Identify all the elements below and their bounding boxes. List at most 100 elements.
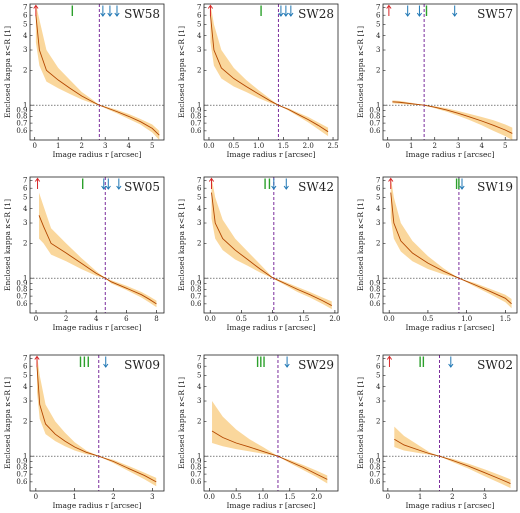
arrow-head (448, 363, 454, 368)
x-axis-label: Image radius r [arcsec] (52, 323, 141, 332)
y-tick-label: 3 (23, 397, 27, 405)
y-tick-label: 0.7 (16, 292, 27, 300)
axes-frame (203, 3, 339, 141)
x-axis-label: Image radius r [arcsec] (52, 501, 141, 510)
y-tick-label: 0.6 (369, 478, 381, 486)
x-tick-label: 0 (32, 142, 36, 150)
x-tick-label: 2.0 (303, 142, 314, 150)
y-tick-label: 0.7 (190, 119, 201, 127)
plot-area (30, 177, 164, 313)
y-axis-label: Enclosed kappa κ<R [1] (356, 377, 365, 469)
panel-title: SW42 (298, 180, 334, 194)
y-tick-label: 7 (197, 355, 201, 363)
y-axis-label: Enclosed kappa κ<R [1] (177, 199, 186, 291)
x-tick-label: 3 (456, 142, 460, 150)
median-line (38, 215, 157, 305)
x-tick-label: 6 (124, 315, 129, 323)
y-tick-label: 0.6 (190, 478, 202, 486)
y-tick-label: 5 (197, 194, 201, 202)
y-tick-label: 3 (23, 46, 27, 54)
x-tick-label: 0 (386, 493, 390, 501)
uncertainty-band (35, 4, 160, 140)
y-tick-label: 5 (376, 372, 380, 380)
blue-arrow-marker (459, 178, 465, 190)
y-tick-label: 1 (23, 274, 27, 282)
y-tick-label: 0.8 (369, 286, 380, 294)
y-tick-label: 0.8 (369, 464, 380, 472)
y-tick-label: 6 (376, 11, 381, 19)
plot-area (383, 4, 517, 140)
panel-title: SW09 (124, 358, 160, 372)
y-tick-label: 2 (376, 240, 380, 248)
panel-sw19: 0.0 0.5 1.0 1.5 0.60.70.80.91 2 3 4 5 67 Image rad… (356, 176, 518, 332)
blue-arrow-marker (452, 5, 458, 17)
x-tick-label: 2 (432, 142, 436, 150)
y-tick-label: 7 (376, 4, 380, 12)
arrow-head (105, 185, 111, 190)
blue-arrow-marker (116, 178, 122, 190)
y-tick-label: 7 (23, 4, 27, 12)
y-tick-label: 5 (376, 194, 380, 202)
x-tick-label: 2.5 (327, 142, 338, 150)
axes-frame (29, 176, 165, 314)
blue-arrow-marker (101, 178, 107, 190)
x-tick-label: 2 (111, 493, 115, 501)
y-tick-label: 0.6 (369, 300, 381, 308)
y-tick-label: 0.8 (16, 286, 27, 294)
uncertainty-band (39, 192, 157, 308)
blue-arrow-marker (271, 178, 277, 190)
y-axis-label: Enclosed kappa κ<R [1] (3, 199, 12, 291)
panel-title: SW28 (298, 7, 334, 21)
y-tick-label: 0.6 (16, 478, 28, 486)
y-tick-label: 3 (197, 397, 201, 405)
panel-title: SW29 (298, 358, 334, 372)
arrow-head (208, 177, 215, 182)
x-tick-label: 1 (72, 493, 76, 501)
uncertainty-band (394, 426, 511, 489)
y-tick-label: 0.8 (190, 286, 201, 294)
arrow-head (278, 12, 284, 17)
x-tick-label: 1.0 (461, 315, 472, 323)
x-tick-label: 1 (418, 493, 422, 501)
blue-arrow-marker (283, 178, 289, 190)
y-tick-label: 6 (376, 184, 381, 192)
arrow-head (101, 185, 107, 190)
y-tick-label: 6 (197, 184, 202, 192)
x-tick-label: 0.0 (205, 315, 216, 323)
blue-arrow-marker (284, 356, 290, 368)
y-tick-label: 2 (376, 67, 380, 75)
arrow-head (114, 12, 120, 17)
median-line (35, 15, 160, 136)
panel-sw28: 0.0 0.5 1.0 1.5 2.0 2.5 0.60.70.80.91 2 3 4 5 67 Ima… (177, 3, 339, 159)
x-tick-label: 0.5 (228, 142, 239, 150)
axes-frame (382, 176, 518, 314)
axes-frame (203, 354, 339, 492)
x-tick-label: 0 (34, 493, 38, 501)
y-tick-label: 0.8 (16, 464, 27, 472)
y-tick-label: 0.6 (16, 127, 28, 135)
y-tick-label: 2 (376, 418, 380, 426)
blue-arrow-marker (288, 5, 294, 17)
x-tick-label: 1.5 (284, 493, 295, 501)
x-tick-label: 4 (480, 142, 485, 150)
blue-arrow-marker (103, 356, 109, 368)
arrow-head (271, 185, 277, 190)
x-tick-label: 3 (103, 142, 107, 150)
y-tick-label: 5 (23, 194, 27, 202)
x-tick-label: 5 (150, 142, 154, 150)
y-tick-label: 6 (23, 11, 28, 19)
y-tick-label: 2 (23, 240, 27, 248)
arrow-head (284, 363, 290, 368)
y-tick-label: 0.9 (190, 280, 201, 288)
y-tick-label: 2 (197, 418, 201, 426)
y-tick-label: 1 (23, 452, 27, 460)
y-tick-label: 2 (23, 418, 27, 426)
arrow-head (283, 185, 289, 190)
arrow-head (386, 355, 393, 360)
red-arrow-marker (388, 177, 394, 189)
arrow-head (459, 185, 465, 190)
y-tick-label: 4 (23, 383, 28, 391)
y-tick-label: 4 (23, 205, 28, 213)
y-tick-label: 1 (376, 274, 380, 282)
